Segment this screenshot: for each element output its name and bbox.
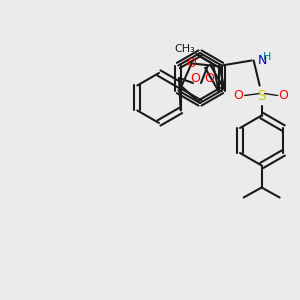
Text: O: O	[279, 89, 289, 102]
Text: O: O	[187, 57, 196, 70]
Text: O: O	[190, 73, 200, 85]
Text: S: S	[257, 88, 266, 103]
Text: O: O	[205, 72, 214, 85]
Text: CH₃: CH₃	[174, 44, 195, 54]
Text: H: H	[262, 52, 271, 61]
Text: O: O	[234, 89, 244, 102]
Text: N: N	[258, 54, 267, 67]
